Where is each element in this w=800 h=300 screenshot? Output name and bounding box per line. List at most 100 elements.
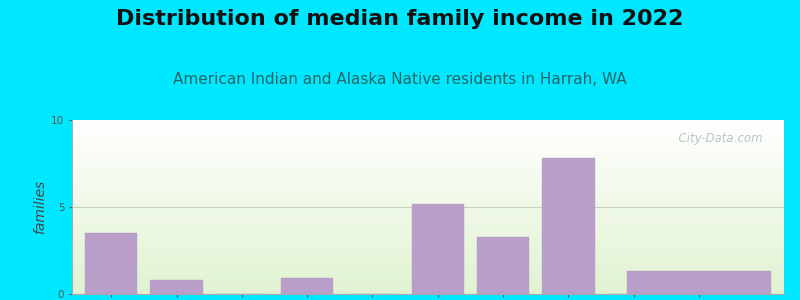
Bar <box>72 174 784 176</box>
Bar <box>72 136 784 137</box>
Bar <box>72 186 784 188</box>
Bar <box>72 256 784 257</box>
Bar <box>72 144 784 146</box>
Text: Distribution of median family income in 2022: Distribution of median family income in … <box>116 9 684 29</box>
Bar <box>72 127 784 129</box>
Bar <box>72 250 784 252</box>
Bar <box>72 242 784 244</box>
Bar <box>72 176 784 177</box>
Bar <box>72 142 784 144</box>
Bar <box>72 257 784 259</box>
Bar <box>72 212 784 214</box>
Bar <box>72 165 784 167</box>
Bar <box>72 218 784 219</box>
Bar <box>72 282 784 284</box>
Bar <box>72 247 784 249</box>
Bar <box>72 268 784 270</box>
Bar <box>72 240 784 242</box>
Bar <box>72 263 784 264</box>
Bar <box>72 150 784 151</box>
Bar <box>72 231 784 233</box>
Bar <box>72 195 784 197</box>
Bar <box>72 164 784 165</box>
Bar <box>72 141 784 142</box>
Bar <box>72 280 784 282</box>
Bar <box>72 190 784 191</box>
Bar <box>72 129 784 130</box>
Bar <box>72 124 784 125</box>
Bar <box>72 137 784 139</box>
Bar <box>72 270 784 272</box>
Bar <box>72 188 784 190</box>
Bar <box>72 292 784 294</box>
Bar <box>72 252 784 254</box>
Bar <box>72 224 784 226</box>
Bar <box>72 205 784 207</box>
Bar <box>477 237 530 294</box>
Bar <box>72 254 784 256</box>
Bar <box>72 157 784 158</box>
Text: City-Data.com: City-Data.com <box>671 132 762 145</box>
Bar <box>72 200 784 202</box>
Y-axis label: families: families <box>33 180 47 234</box>
Bar <box>72 183 784 184</box>
Bar <box>72 238 784 240</box>
Bar <box>72 259 784 261</box>
Bar <box>72 216 784 218</box>
Bar <box>72 228 784 230</box>
Bar <box>542 158 594 294</box>
Bar <box>72 170 784 172</box>
Bar <box>72 158 784 160</box>
Bar <box>150 280 202 294</box>
Bar <box>72 203 784 205</box>
Bar <box>72 261 784 263</box>
Bar <box>627 272 771 294</box>
Bar <box>72 285 784 287</box>
Bar <box>72 245 784 247</box>
Bar <box>72 275 784 277</box>
Bar <box>72 151 784 153</box>
Bar <box>72 153 784 155</box>
Bar <box>72 209 784 211</box>
Bar <box>72 289 784 290</box>
Bar <box>72 162 784 164</box>
Bar <box>72 249 784 250</box>
Bar <box>72 290 784 292</box>
Bar <box>72 244 784 245</box>
Bar <box>72 120 784 122</box>
Bar <box>72 198 784 200</box>
Bar <box>72 237 784 238</box>
Bar <box>72 172 784 174</box>
Bar <box>72 277 784 278</box>
Bar <box>72 207 784 209</box>
Bar <box>72 146 784 148</box>
Bar <box>72 266 784 268</box>
Bar <box>72 221 784 223</box>
Bar <box>72 264 784 266</box>
Bar <box>281 278 334 294</box>
Bar <box>72 132 784 134</box>
Bar <box>72 202 784 203</box>
Bar <box>72 169 784 170</box>
Bar <box>72 160 784 162</box>
Bar <box>72 191 784 193</box>
Bar <box>72 181 784 183</box>
Bar <box>72 122 784 124</box>
Bar <box>72 125 784 127</box>
Bar <box>72 196 784 198</box>
Bar <box>72 284 784 285</box>
Bar <box>72 219 784 221</box>
Bar <box>412 203 464 294</box>
Bar <box>72 226 784 228</box>
Bar <box>72 134 784 136</box>
Bar <box>72 184 784 186</box>
Bar <box>72 273 784 275</box>
Bar <box>72 235 784 237</box>
Bar <box>85 233 138 294</box>
Bar <box>72 230 784 231</box>
Bar <box>72 139 784 141</box>
Bar <box>72 177 784 179</box>
Bar <box>72 193 784 195</box>
Text: American Indian and Alaska Native residents in Harrah, WA: American Indian and Alaska Native reside… <box>173 72 627 87</box>
Bar <box>72 278 784 280</box>
